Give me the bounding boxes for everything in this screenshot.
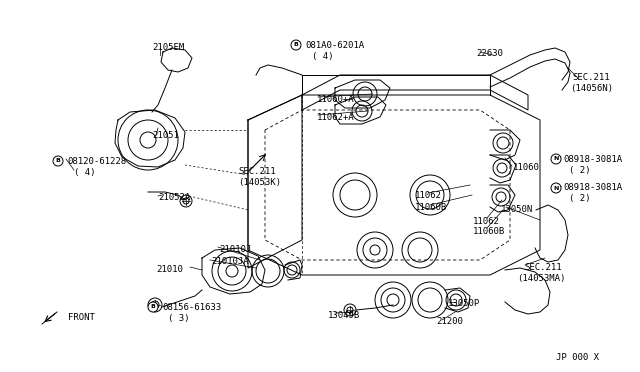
Text: B: B xyxy=(294,42,298,48)
Text: 21200: 21200 xyxy=(436,317,463,326)
Text: (14056N): (14056N) xyxy=(570,84,613,93)
Circle shape xyxy=(53,156,63,166)
Text: 21052A: 21052A xyxy=(158,193,190,202)
Text: 21010: 21010 xyxy=(156,264,183,273)
Circle shape xyxy=(148,302,158,312)
Text: 08156-61633: 08156-61633 xyxy=(162,302,221,311)
Circle shape xyxy=(291,40,301,50)
Text: SEC.211: SEC.211 xyxy=(524,263,562,272)
Text: B: B xyxy=(56,158,60,164)
Text: 2105EM: 2105EM xyxy=(152,44,184,52)
Text: 11060B: 11060B xyxy=(473,228,505,237)
Circle shape xyxy=(551,154,561,164)
Text: ( 2): ( 2) xyxy=(569,195,591,203)
Text: 13049B: 13049B xyxy=(328,311,360,320)
Text: FRONT: FRONT xyxy=(68,312,95,321)
Text: 22630: 22630 xyxy=(476,49,503,58)
Circle shape xyxy=(551,183,561,193)
Text: SEC.211: SEC.211 xyxy=(238,167,276,176)
Text: 13050P: 13050P xyxy=(448,299,480,308)
Text: JP 000 X: JP 000 X xyxy=(556,353,599,362)
Text: 11060B: 11060B xyxy=(415,202,447,212)
Text: ( 4): ( 4) xyxy=(74,167,95,176)
Text: 08918-3081A: 08918-3081A xyxy=(563,154,622,164)
Text: 11060+A: 11060+A xyxy=(317,94,355,103)
Text: SEC.211: SEC.211 xyxy=(572,74,610,83)
Text: 11062: 11062 xyxy=(473,218,500,227)
Text: 11062+A: 11062+A xyxy=(317,112,355,122)
Text: 21051: 21051 xyxy=(152,131,179,140)
Text: 08120-61228: 08120-61228 xyxy=(67,157,126,166)
Text: 21010JA: 21010JA xyxy=(211,257,248,266)
Text: 21010J: 21010J xyxy=(219,244,252,253)
Text: (14053K): (14053K) xyxy=(238,179,281,187)
Text: 081A0-6201A: 081A0-6201A xyxy=(305,41,364,49)
Text: N: N xyxy=(554,157,559,161)
Text: 13050N: 13050N xyxy=(501,205,533,214)
Text: ( 3): ( 3) xyxy=(168,314,189,324)
Text: ( 2): ( 2) xyxy=(569,166,591,174)
Text: B: B xyxy=(150,305,156,310)
Text: N: N xyxy=(554,186,559,190)
Text: 08918-3081A: 08918-3081A xyxy=(563,183,622,192)
Text: (14053MA): (14053MA) xyxy=(517,273,565,282)
Text: 11060: 11060 xyxy=(513,164,540,173)
Text: 11062: 11062 xyxy=(415,190,442,199)
Text: ( 4): ( 4) xyxy=(312,52,333,61)
